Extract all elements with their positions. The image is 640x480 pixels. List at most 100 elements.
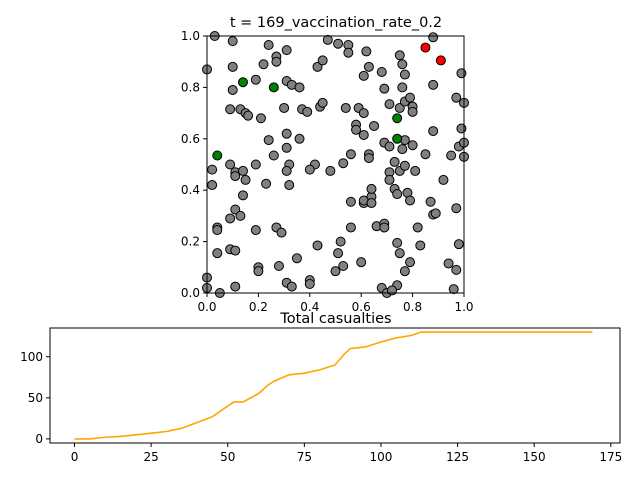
susceptible-point: [225, 213, 236, 224]
susceptible-point: [243, 110, 254, 121]
susceptible-point: [384, 99, 395, 110]
susceptible-point: [263, 39, 274, 50]
y-tick-label: 100: [20, 350, 43, 364]
susceptible-point: [230, 245, 241, 256]
susceptible-point: [322, 34, 333, 45]
susceptible-point: [399, 160, 410, 171]
susceptible-point: [281, 142, 292, 153]
susceptible-point: [271, 56, 282, 67]
x-tick-label: 75: [297, 450, 312, 464]
susceptible-point: [343, 47, 354, 58]
susceptible-point: [384, 141, 395, 152]
y-tick-label: 0.2: [181, 235, 200, 249]
susceptible-point: [363, 61, 374, 72]
susceptible-point: [273, 261, 284, 272]
susceptible-point: [227, 36, 238, 47]
susceptible-point: [291, 253, 302, 264]
scatter-plot: t = 169_vaccination_rate_0.2 0.0 0.2 0.4 0.…: [181, 15, 474, 314]
susceptible-point: [428, 32, 439, 43]
susceptible-point: [312, 240, 323, 251]
susceptible-point: [399, 69, 410, 80]
susceptible-point: [358, 129, 369, 140]
susceptible-point: [456, 68, 467, 79]
susceptible-point: [345, 222, 356, 233]
susceptible-point: [317, 55, 328, 66]
susceptible-point: [304, 279, 315, 290]
line-title: Total casualties: [279, 311, 391, 327]
scatter-y-axis: 0.0 0.2 0.4 0.6 0.8 1.0: [181, 29, 207, 300]
susceptible-point: [456, 123, 467, 134]
vaccinated-point: [237, 77, 248, 88]
susceptible-point: [279, 102, 290, 113]
susceptible-point: [276, 227, 287, 238]
vaccinated-point: [392, 133, 403, 144]
susceptible-point: [227, 61, 238, 72]
susceptible-point: [325, 165, 336, 176]
susceptible-point: [237, 165, 248, 176]
scatter-title: t = 169_vaccination_rate_0.2: [230, 15, 442, 31]
susceptible-point: [358, 70, 369, 81]
susceptible-point: [392, 189, 403, 200]
x-tick-label: 175: [599, 450, 622, 464]
x-tick-label: 50: [220, 450, 235, 464]
x-tick-label: 0.4: [300, 300, 319, 314]
susceptible-point: [317, 97, 328, 108]
susceptible-point: [227, 84, 238, 95]
susceptible-point: [379, 83, 390, 94]
y-tick-label: 1.0: [181, 29, 200, 43]
susceptible-point: [430, 208, 441, 219]
susceptible-point: [407, 106, 418, 117]
susceptible-point: [230, 281, 241, 292]
susceptible-point: [312, 61, 323, 72]
susceptible-point: [281, 128, 292, 139]
susceptible-point: [397, 144, 408, 155]
susceptible-point: [345, 196, 356, 207]
x-tick-label: 100: [370, 450, 393, 464]
y-tick-label: 0.8: [181, 80, 200, 94]
susceptible-point: [333, 248, 344, 259]
susceptible-point: [376, 66, 387, 77]
susceptible-point: [281, 165, 292, 176]
x-tick-label: 0.2: [249, 300, 268, 314]
susceptible-point: [451, 92, 462, 103]
susceptible-point: [407, 140, 418, 151]
susceptible-point: [333, 38, 344, 49]
susceptible-point: [268, 150, 279, 161]
vaccinated-point: [392, 113, 403, 124]
susceptible-point: [345, 149, 356, 160]
x-tick-label: 0: [71, 450, 79, 464]
y-tick-label: 0: [35, 432, 43, 446]
susceptible-point: [258, 59, 269, 70]
susceptible-point: [351, 124, 362, 135]
susceptible-point: [335, 236, 346, 247]
susceptible-point: [394, 102, 405, 113]
susceptible-point: [235, 210, 246, 221]
x-tick-label: 1.0: [454, 300, 473, 314]
susceptible-point: [363, 153, 374, 164]
susceptible-point: [366, 183, 377, 194]
susceptible-point: [392, 237, 403, 248]
susceptible-point: [379, 222, 390, 233]
susceptible-point: [207, 164, 218, 175]
infected-point: [435, 55, 446, 66]
vaccinated-point: [212, 150, 223, 161]
susceptible-point: [420, 149, 431, 160]
x-tick-label: 0.8: [403, 300, 422, 314]
susceptible-point: [366, 198, 377, 209]
susceptible-point: [446, 150, 457, 161]
susceptible-point: [253, 266, 264, 277]
scatter-axes-frame: [206, 35, 465, 294]
susceptible-point: [230, 171, 241, 182]
susceptible-point: [255, 113, 266, 124]
susceptible-point: [250, 74, 261, 85]
susceptible-point: [237, 190, 248, 201]
susceptible-point: [284, 180, 295, 191]
y-tick-label: 50: [28, 391, 43, 405]
susceptible-point: [225, 159, 236, 170]
susceptible-point: [394, 50, 405, 61]
susceptible-point: [405, 92, 416, 103]
susceptible-point: [438, 174, 449, 185]
susceptible-point: [397, 82, 408, 93]
line-y-axis: 0 50 100: [20, 350, 50, 446]
susceptible-point: [428, 126, 439, 137]
